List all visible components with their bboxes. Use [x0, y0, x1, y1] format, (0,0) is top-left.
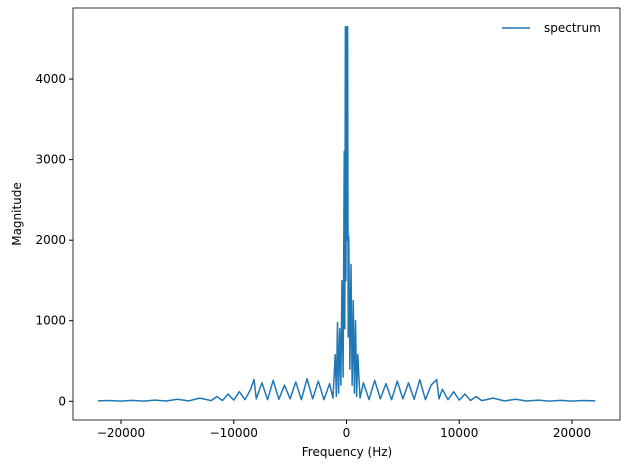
x-tick-label: −10000: [210, 426, 258, 440]
x-tick-label: 0: [343, 426, 351, 440]
y-tick-label: 4000: [35, 72, 66, 86]
y-tick-label: 3000: [35, 153, 66, 167]
x-tick-label: 20000: [553, 426, 591, 440]
legend-label: spectrum: [544, 21, 601, 35]
y-tick-label: 2000: [35, 233, 66, 247]
line-series: [97, 25, 596, 402]
x-axis-label: Frequency (Hz): [302, 445, 393, 459]
y-axis-label: Magnitude: [10, 182, 24, 246]
y-tick-label: 1000: [35, 314, 66, 328]
plot-frame: [72, 7, 621, 421]
x-tick-label: 10000: [440, 426, 478, 440]
y-tick-label: 0: [58, 394, 66, 408]
x-tick-label: −20000: [97, 426, 145, 440]
